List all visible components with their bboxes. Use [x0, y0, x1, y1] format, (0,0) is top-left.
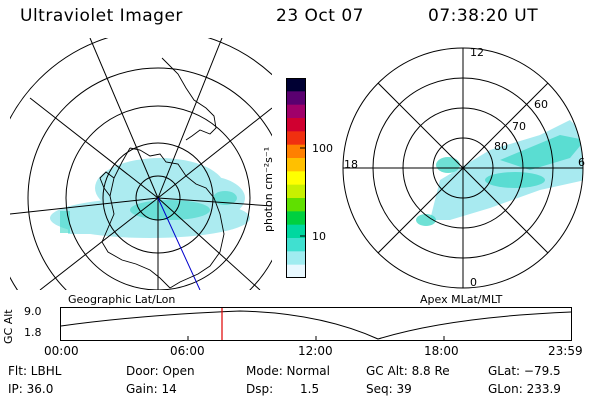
mlat-label-80: 80	[494, 140, 508, 153]
colorbar-band	[286, 251, 306, 266]
colorbar-band	[286, 198, 306, 212]
timeline-ytick-9: 9.0	[24, 305, 42, 318]
colorbar-band	[286, 184, 306, 199]
mlt-lines	[343, 48, 583, 288]
colorbar-band	[286, 144, 306, 159]
filter-info: Flt: LBHL	[8, 364, 62, 378]
gain-info: Gain: 14	[126, 382, 177, 396]
timeline-ylabel: GC Alt	[2, 309, 15, 344]
time-label: 07:38:20 UT	[428, 6, 539, 26]
timeline-ytick-1.8: 1.8	[24, 326, 42, 339]
mlat-label-60: 60	[534, 98, 548, 111]
glat-info: GLat: −79.5	[488, 364, 561, 378]
dsp-label: Dsp:	[246, 382, 274, 396]
instrument-title: Ultraviolet Imager	[20, 6, 183, 26]
right-map-label: Apex MLat/MLT	[420, 293, 503, 306]
left-map-label: Geographic Lat/Lon	[68, 293, 176, 306]
mode-info: Mode: Normal	[246, 364, 330, 378]
colorbar-band	[286, 264, 306, 278]
colorbar-tick-label-100: 100	[312, 142, 333, 155]
colorbar-unit-label: photon cm⁻²s⁻¹	[262, 146, 275, 232]
timeline-xtick-0: 00:00	[44, 344, 79, 358]
ip-info: IP: 36.0	[8, 382, 54, 396]
door-info: Door: Open	[126, 364, 195, 378]
glon-info: GLon: 233.9	[488, 382, 561, 396]
colorbar-band	[286, 238, 306, 252]
timeline-xtick-1: 06:00	[170, 344, 205, 358]
mlt-label-12: 12	[470, 46, 484, 59]
colorbar-band	[286, 224, 306, 239]
seq-info: Seq: 39	[366, 382, 412, 396]
colorbar-band	[286, 211, 306, 226]
colorbar-band	[286, 104, 306, 119]
colorbar-band	[286, 78, 306, 92]
timeline-xtick-3: 18:00	[424, 344, 459, 358]
dsp-value: 1.5	[300, 382, 320, 396]
coastline	[99, 57, 225, 289]
meridian-lines	[10, 38, 272, 290]
geographic-map	[10, 38, 272, 290]
altitude-curve	[60, 310, 572, 340]
colorbar-band	[286, 158, 306, 172]
mlt-label-6: 6	[578, 156, 585, 169]
timeline-xtick-4: 23:59	[548, 344, 583, 358]
mlat-label-70: 70	[512, 120, 526, 133]
apex-polar-map	[342, 47, 584, 289]
colorbar-band	[286, 118, 306, 132]
mlt-label-18: 18	[344, 158, 358, 171]
timeline-xtick-2: 12:00	[298, 344, 333, 358]
date-label: 23 Oct 07	[276, 6, 364, 26]
altitude-timeline	[60, 307, 572, 341]
colorbar-band	[286, 131, 306, 146]
colorbar-band	[286, 91, 306, 106]
mlt-label-0: 0	[470, 276, 477, 289]
colorbar-band	[286, 171, 306, 186]
colorbar	[286, 78, 306, 278]
colorbar-gradient	[286, 78, 306, 278]
sub-satellite-line	[157, 197, 201, 290]
timeline-ticks	[187, 336, 445, 340]
colorbar-tick-label-10: 10	[312, 230, 326, 243]
gc-alt-info: GC Alt: 8.8 Re	[366, 364, 450, 378]
